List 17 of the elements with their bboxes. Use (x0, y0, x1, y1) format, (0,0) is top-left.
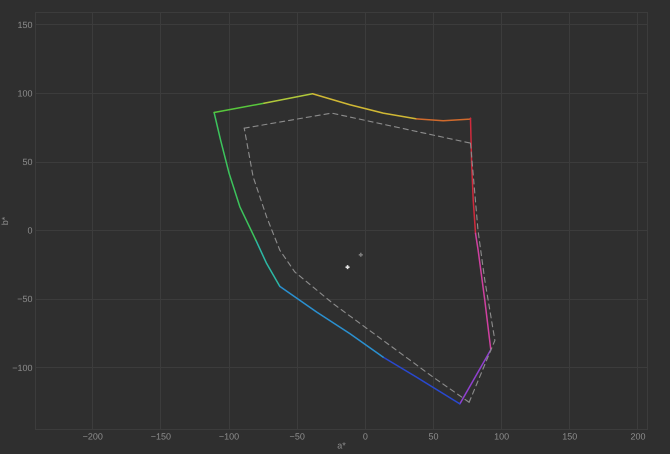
x-tick-label: 150 (562, 432, 578, 442)
y-tick-label: −50 (17, 294, 32, 304)
y-tick-label: 100 (17, 88, 32, 98)
y-tick-label: 150 (17, 20, 32, 30)
x-tick-label: 50 (428, 432, 439, 442)
x-tick-label: −100 (218, 432, 240, 442)
y-tick-label: 0 (27, 226, 32, 236)
x-tick-label: 100 (494, 432, 510, 442)
x-tick-label: −200 (82, 432, 103, 442)
y-tick-label: −100 (12, 362, 32, 373)
y-axis-title: b* (0, 216, 10, 226)
x-tick-label: 0 (362, 432, 368, 442)
y-tick-label: 50 (22, 157, 32, 168)
x-tick-label: −50 (290, 432, 305, 442)
x-axis-title: a* (337, 440, 346, 450)
x-tick-label: 200 (630, 432, 646, 442)
x-tick-label: −150 (150, 432, 172, 442)
